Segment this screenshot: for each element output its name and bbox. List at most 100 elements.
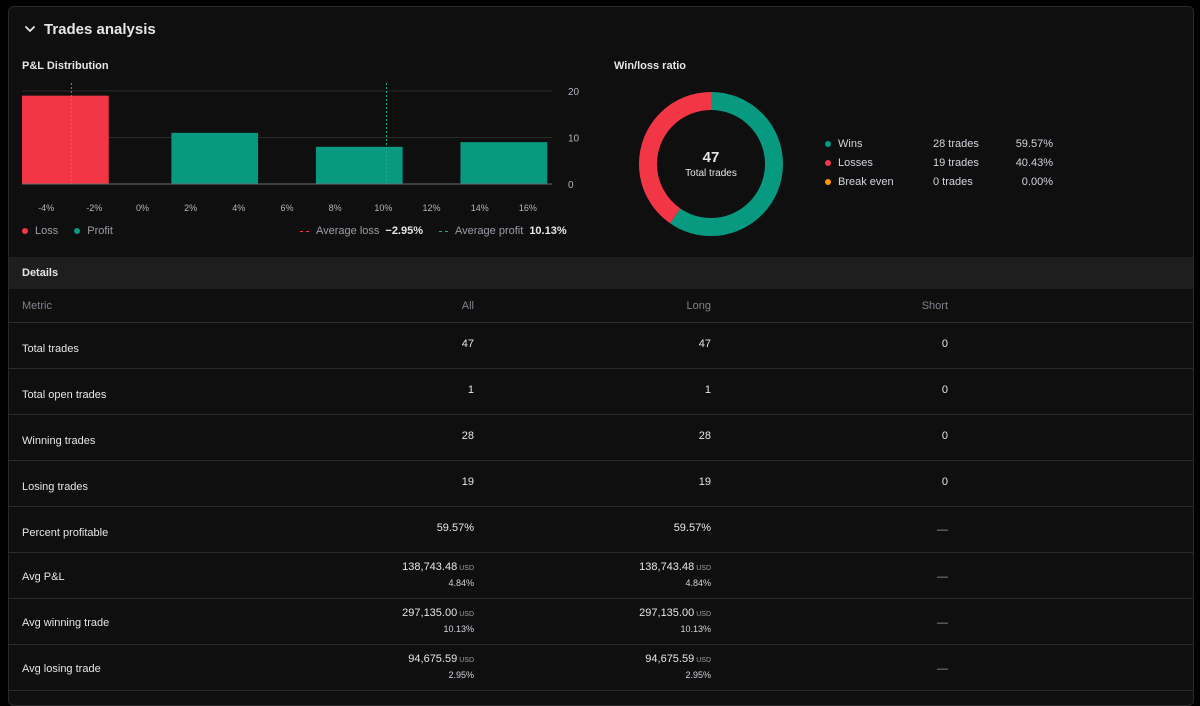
x-tick-label: 14%: [471, 203, 489, 213]
trades-analysis-panel: Trades analysis P&L Distribution 20 10 0 -4…: [8, 6, 1194, 706]
row-all-cell: 138,743.48 USD 4.84%: [402, 561, 474, 588]
row-short-value: 0: [941, 338, 948, 350]
profit-dot: [74, 228, 81, 234]
break-even-dot: [825, 179, 831, 185]
x-tick-label: -2%: [86, 203, 102, 213]
column-short: Short: [921, 300, 948, 312]
details-table-header: Metric All Long Short: [9, 289, 1193, 323]
row-all-cell: 94,675.59 USD 2.95%: [408, 653, 474, 680]
table-row: Percent profitable 59.57% 59.57% —: [9, 507, 1193, 553]
row-long-value: 59.57%: [673, 522, 711, 534]
winloss-row-break-even: Break even 0 trades 0.00%: [825, 175, 1053, 189]
y-tick-label: 20: [568, 87, 580, 98]
winloss-title: Win/loss ratio: [614, 60, 687, 72]
x-tick-label: 0%: [136, 203, 149, 213]
row-long-cell: 94,675.59 USD 2.95%: [645, 653, 711, 680]
winloss-row-losses: Losses 19 trades 40.43%: [825, 156, 1053, 170]
details-header-bar: Details: [9, 257, 1193, 289]
row-all-value: 1: [467, 384, 474, 396]
row-long-percent: 10.13%: [680, 624, 711, 634]
table-row: Avg winning trade 297,135.00 USD 10.13% 2…: [9, 599, 1193, 645]
pnl-distribution-chart: 20 10 0 -4% -2% 0% 2% 4% 6% 8% 10% 12% 14% 16%: [22, 83, 580, 213]
legend-loss-label: Loss: [35, 225, 59, 237]
pnl-bar-profit[interactable]: [315, 146, 403, 184]
row-metric: Total trades: [22, 343, 79, 355]
table-row: Winning trades 28 28 0: [9, 415, 1193, 461]
losses-percent: 40.43%: [1015, 157, 1053, 169]
row-metric: Losing trades: [22, 481, 89, 493]
table-row: Total open trades 1 1 0: [9, 369, 1193, 415]
row-metric: Avg winning trade: [22, 617, 110, 629]
avg-profit-label: Average profit: [455, 225, 524, 237]
row-long-cell: 297,135.00 USD 10.13%: [639, 607, 711, 634]
wins-count: 28 trades: [933, 138, 979, 150]
winloss-row-wins: Wins 28 trades 59.57%: [825, 137, 1053, 151]
legend-profit: Profit: [74, 225, 113, 237]
donut-center: 47 Total trades: [673, 149, 749, 179]
losses-count: 19 trades: [933, 157, 979, 169]
row-all-value: 28: [461, 430, 474, 442]
row-metric: Percent profitable: [22, 527, 109, 539]
row-all-value: 19: [461, 476, 474, 488]
row-long-value: 19: [698, 476, 711, 488]
row-all-percent: 10.13%: [443, 624, 474, 634]
break-even-percent: 0.00%: [1021, 176, 1053, 188]
row-long-value: 47: [698, 338, 711, 350]
currency-unit: USD: [696, 611, 711, 618]
legend-average-loss: Average loss −2.95%: [300, 225, 423, 237]
pnl-bar-profit[interactable]: [171, 132, 259, 184]
row-metric: Avg losing trade: [22, 663, 101, 675]
trades-analysis-header[interactable]: Trades analysis: [23, 19, 156, 39]
row-all-value: 297,135.00: [402, 607, 458, 619]
table-row: Avg losing trade 94,675.59 USD 2.95% 94,6…: [9, 645, 1193, 691]
row-all-percent: 2.95%: [448, 670, 474, 680]
losses-dot: [825, 160, 831, 166]
y-tick-label: 10: [568, 134, 580, 145]
row-metric: Avg P&L: [22, 571, 65, 583]
pnl-legend: Loss Profit: [22, 225, 129, 237]
section-title: Trades analysis: [44, 20, 156, 38]
y-tick-label: 0: [568, 180, 574, 191]
avg-profit-value: 10.13%: [529, 225, 567, 237]
row-short-value: —: [937, 524, 948, 536]
row-metric: Winning trades: [22, 435, 96, 447]
pnl-averages: Average loss −2.95% Average profit 10.13…: [300, 225, 583, 237]
row-all-value: 59.57%: [436, 522, 474, 534]
break-even-count: 0 trades: [933, 176, 973, 188]
wins-percent: 59.57%: [1015, 138, 1053, 150]
table-row: Losing trades 19 19 0: [9, 461, 1193, 507]
losses-label: Losses: [838, 157, 873, 169]
loss-dot: [22, 228, 28, 234]
chevron-down-icon[interactable]: [23, 22, 37, 36]
row-all-value: 94,675.59: [408, 653, 458, 665]
x-tick-label: 4%: [232, 203, 245, 213]
total-trades-number: 47: [702, 149, 720, 166]
column-metric: Metric: [22, 300, 52, 312]
x-tick-label: 10%: [374, 203, 392, 213]
row-all-percent: 4.84%: [448, 578, 474, 588]
row-long-value: 28: [698, 430, 711, 442]
column-long: Long: [686, 300, 711, 312]
row-all-value: 138,743.48: [402, 561, 458, 573]
x-tick-label: 6%: [280, 203, 293, 213]
row-long-value: 1: [704, 384, 711, 396]
break-even-label: Break even: [838, 176, 894, 188]
currency-unit: USD: [459, 657, 474, 664]
currency-unit: USD: [459, 611, 474, 618]
winloss-donut-chart: [639, 92, 783, 236]
x-tick-label: -4%: [38, 203, 54, 213]
wins-dot: [825, 141, 831, 147]
donut-segment-losses[interactable]: [639, 92, 783, 236]
pnl-bar-loss[interactable]: [22, 95, 109, 184]
row-short-value: 0: [941, 430, 948, 442]
avg-loss-dash: [300, 230, 309, 232]
row-long-value: 138,743.48: [639, 561, 695, 573]
avg-profit-dash: [439, 230, 449, 232]
total-trades-label: Total trades: [685, 168, 737, 179]
pnl-bar-profit[interactable]: [460, 142, 548, 184]
row-short-value: —: [937, 571, 948, 583]
x-tick-label: 8%: [329, 203, 342, 213]
row-long-value: 94,675.59: [645, 653, 695, 665]
row-long-cell: 138,743.48 USD 4.84%: [639, 561, 711, 588]
legend-profit-label: Profit: [87, 225, 113, 237]
